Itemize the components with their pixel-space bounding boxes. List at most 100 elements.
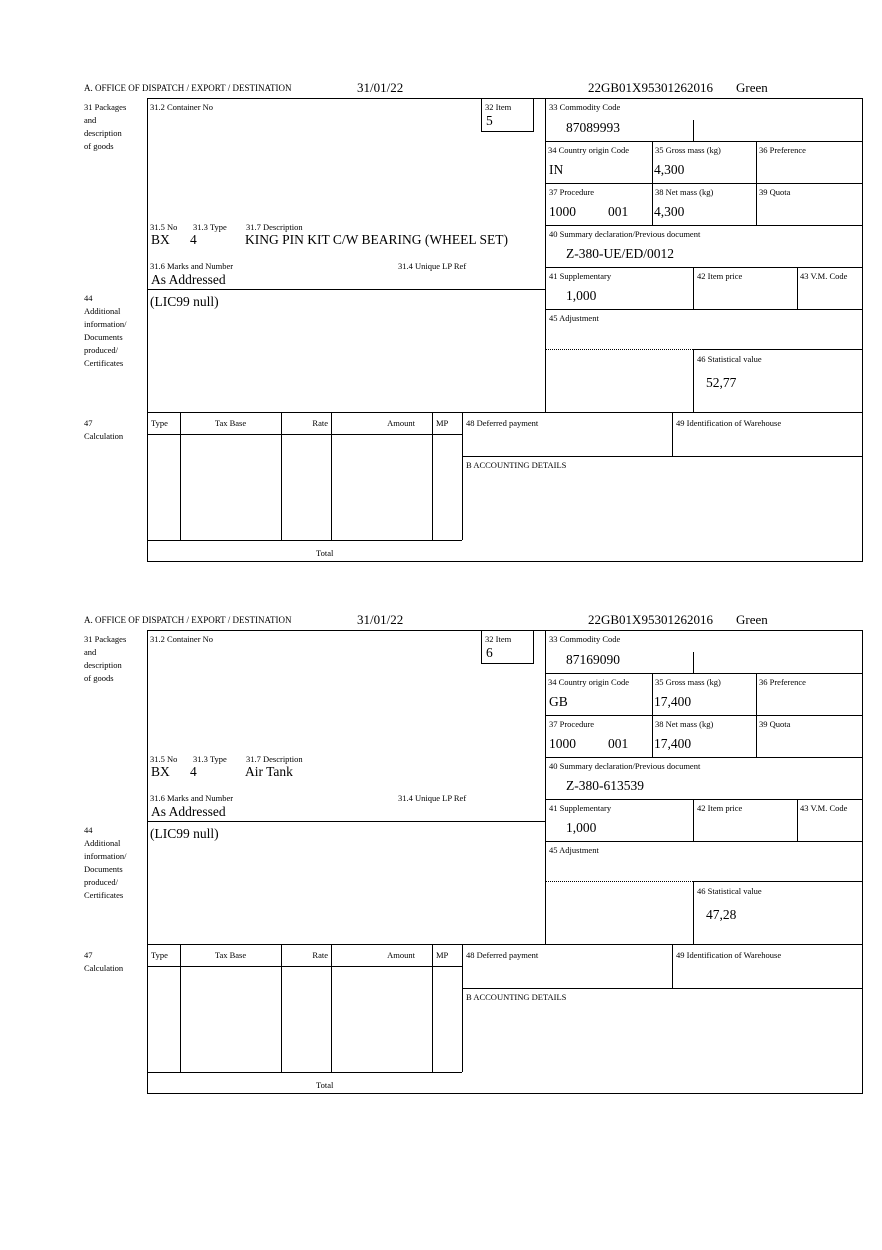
additional-info: (LIC99 null): [150, 826, 219, 841]
divider: [545, 881, 693, 882]
net-mass-label: 38 Net mass (kg): [655, 719, 714, 729]
label-line: description: [84, 128, 122, 138]
gross-mass: 4,300: [654, 162, 685, 177]
box47-label: 47 Calculation: [84, 417, 144, 443]
divider: [462, 944, 463, 1072]
supplementary-value: 1,000: [566, 820, 597, 835]
item-label: 32 Item: [485, 102, 512, 112]
divider: [693, 881, 863, 882]
divider: [545, 225, 863, 226]
label-line: Additional: [84, 838, 121, 848]
divider: [693, 881, 694, 944]
divider: [147, 821, 545, 822]
item-label: 32 Item: [485, 634, 512, 644]
accounting-label: B ACCOUNTING DETAILS: [466, 992, 567, 1002]
label-line: Calculation: [84, 431, 124, 441]
total-label: Total: [316, 548, 334, 558]
divider: [693, 349, 694, 412]
label-line: 31 Packages: [84, 634, 127, 644]
divider: [147, 434, 462, 435]
divider: [545, 267, 863, 268]
label-line: and: [84, 115, 97, 125]
preference-label: 36 Preference: [759, 677, 806, 687]
declaration-item-block: A. OFFICE OF DISPATCH / EXPORT / DESTINA…: [0, 532, 882, 1094]
item-box: [481, 98, 534, 132]
label-line: produced/: [84, 345, 118, 355]
divider: [281, 944, 282, 1072]
divider: [147, 412, 863, 413]
item-box: [481, 630, 534, 664]
marks-value: As Addressed: [151, 272, 226, 287]
procedure-code: 1000: [549, 736, 576, 751]
package-type-label: 31.3 Type: [193, 222, 227, 232]
net-mass: 4,300: [654, 204, 685, 219]
declaration-date: 31/01/22: [357, 612, 404, 627]
country-origin: GB: [549, 694, 568, 709]
office-label: A. OFFICE OF DISPATCH / EXPORT / DESTINA…: [84, 615, 292, 625]
divider: [545, 715, 863, 716]
label-line: 44: [84, 825, 93, 835]
divider: [797, 267, 798, 309]
box44-label: 44 Additional information/Documents produce…: [84, 292, 144, 370]
calc-col-mp: MP: [436, 418, 449, 428]
calc-col-type: Type: [151, 950, 168, 960]
supplementary-label: 41 Supplementary: [549, 803, 612, 813]
label-line: Additional: [84, 306, 121, 316]
statistical-value: 47,28: [706, 907, 737, 922]
procedure-code: 1000: [549, 204, 576, 219]
unique-lp-label: 31.4 Unique LP Ref: [398, 793, 467, 803]
goods-description: KING PIN KIT C/W BEARING (WHEEL SET): [245, 232, 508, 247]
label-line: Certificates: [84, 358, 124, 368]
divider: [545, 673, 863, 674]
net-mass-label: 38 Net mass (kg): [655, 187, 714, 197]
supplementary-value: 1,000: [566, 288, 597, 303]
label-line: 47: [84, 950, 93, 960]
marks-label: 31.6 Marks and Number: [150, 261, 234, 271]
quota-label: 39 Quota: [759, 187, 791, 197]
package-no: BX: [151, 764, 170, 779]
divider: [545, 349, 693, 350]
country-label: 34 Country origin Code: [548, 677, 629, 687]
quota-label: 39 Quota: [759, 719, 791, 729]
adjustment-label: 45 Adjustment: [549, 313, 599, 323]
container-no-label: 31.2 Container No: [150, 102, 214, 112]
route-status: Green: [736, 80, 768, 95]
label-line: information/: [84, 319, 127, 329]
item-number: 5: [486, 113, 493, 128]
divider: [180, 944, 181, 1072]
divider: [545, 350, 546, 412]
label-line: and: [84, 647, 97, 657]
vm-code-label: 43 V.M. Code: [800, 803, 848, 813]
divider: [545, 630, 546, 944]
procedure-label: 37 Procedure: [549, 719, 595, 729]
item-price-label: 42 Item price: [697, 271, 743, 281]
office-label: A. OFFICE OF DISPATCH / EXPORT / DESTINA…: [84, 83, 292, 93]
divider: [545, 757, 863, 758]
commodity-label: 33 Commodity Code: [549, 634, 621, 644]
item-number: 6: [486, 645, 493, 660]
country-origin: IN: [549, 162, 564, 177]
country-label: 34 Country origin Code: [548, 145, 629, 155]
description-label: 31.7 Description: [246, 754, 303, 764]
container-no-label: 31.2 Container No: [150, 634, 214, 644]
statistical-value: 52,77: [706, 375, 737, 390]
divider: [331, 944, 332, 1072]
marks-label: 31.6 Marks and Number: [150, 793, 234, 803]
deferred-payment-label: 48 Deferred payment: [466, 950, 539, 960]
divider: [147, 966, 462, 967]
label-line: produced/: [84, 877, 118, 887]
label-line: Certificates: [84, 890, 124, 900]
label-line: 47: [84, 418, 93, 428]
total-label: Total: [316, 1080, 334, 1090]
divider: [693, 120, 694, 142]
calc-col-amount: Amount: [387, 418, 415, 428]
divider: [693, 652, 694, 674]
divider: [545, 799, 863, 800]
box47-label: 47 Calculation: [84, 949, 144, 975]
divider: [462, 456, 863, 457]
box31-label: 31 Packages and description of goods: [84, 633, 144, 685]
commodity-code: 87169090: [566, 652, 620, 667]
statistical-label: 46 Statistical value: [697, 886, 762, 896]
divider: [147, 1072, 462, 1073]
label-line: Documents: [84, 332, 123, 342]
